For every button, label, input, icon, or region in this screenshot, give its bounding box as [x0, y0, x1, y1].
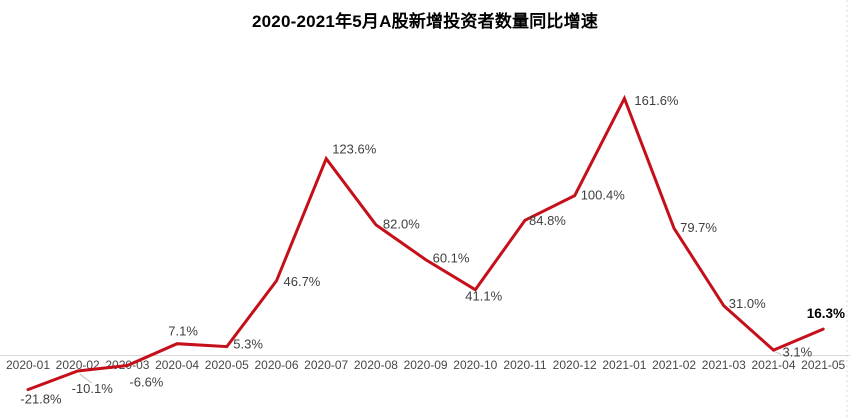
x-axis-label: 2020-01 — [6, 358, 50, 372]
x-axis-label: 2021-04 — [751, 358, 795, 372]
data-label: 82.0% — [383, 216, 420, 231]
label-leader-line — [774, 351, 782, 356]
x-axis-label: 2020-09 — [404, 358, 448, 372]
x-axis-label: 2020-11 — [503, 358, 546, 372]
x-axis-label: 2020-10 — [453, 358, 497, 372]
data-label: 100.4% — [581, 188, 626, 203]
x-axis-label: 2020-06 — [254, 358, 298, 372]
data-label: -6.6% — [129, 375, 163, 390]
x-axis-label: 2020-08 — [354, 358, 398, 372]
series-line — [26, 94, 825, 392]
x-axis-label: 2021-01 — [602, 358, 646, 372]
data-label: 60.1% — [433, 251, 470, 266]
data-label-emphasized: 16.3% — [807, 306, 845, 321]
data-label: 161.6% — [634, 93, 679, 108]
x-axis-label: 2020-07 — [304, 358, 348, 372]
x-axis-label: 2020-04 — [155, 358, 199, 372]
x-axis-label: 2021-02 — [652, 358, 696, 372]
data-label: -21.8% — [20, 392, 62, 407]
data-label: 7.1% — [168, 324, 198, 339]
data-label: 41.1% — [465, 289, 502, 304]
x-axis-label: 2020-12 — [553, 358, 597, 372]
data-label: 84.8% — [529, 213, 566, 228]
x-axis-label: 2020-05 — [205, 358, 249, 372]
data-label: -10.1% — [72, 381, 114, 396]
data-label: 3.1% — [783, 345, 813, 360]
x-axis-label: 2021-03 — [702, 358, 746, 372]
label-leader-line — [79, 373, 92, 384]
data-label: 79.7% — [680, 220, 717, 235]
data-label: 5.3% — [233, 337, 263, 352]
data-label: 123.6% — [332, 142, 377, 157]
data-label: 31.0% — [729, 296, 766, 311]
x-axis-label: 2021-05 — [801, 358, 845, 372]
chart-title: 2020-2021年5月A股新增投资者数量同比增速 — [251, 12, 599, 31]
data-label: 46.7% — [284, 274, 321, 289]
